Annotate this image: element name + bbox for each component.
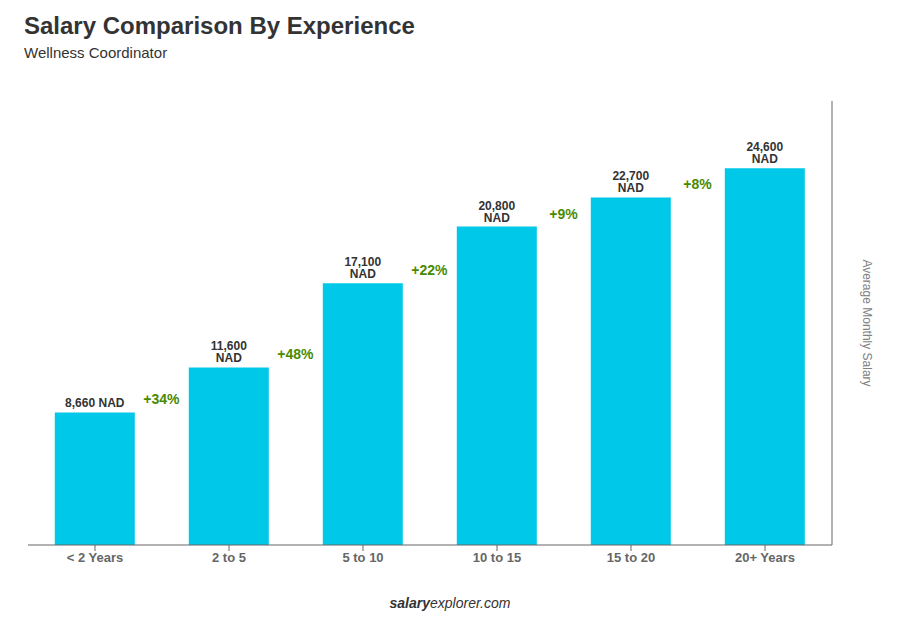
svg-text:+48%: +48% (277, 346, 314, 362)
svg-text:15 to 20: 15 to 20 (607, 550, 655, 565)
svg-text:22,700NAD: 22,700NAD (612, 169, 649, 195)
svg-text:2 to 5: 2 to 5 (212, 550, 246, 565)
svg-text:24,600NAD: 24,600NAD (746, 140, 783, 166)
html-text:Salary Comparison By Experienc: Salary Comparison By Experience (24, 12, 415, 39)
svg-text:+8%: +8% (683, 176, 712, 192)
svg-text:17,100NAD: 17,100NAD (344, 255, 381, 281)
svg-text:+9%: +9% (549, 206, 578, 222)
svg-text:20+ Years: 20+ Years (735, 550, 795, 565)
svg-text:11,600NAD: 11,600NAD (211, 339, 247, 365)
svg-text:5 to 10: 5 to 10 (342, 550, 383, 565)
svg-text:Average Monthly Salary: Average Monthly Salary (860, 259, 874, 386)
html-text:Wellness Coordinator: Wellness Coordinator (24, 44, 168, 61)
svg-text:20,800NAD: 20,800NAD (478, 199, 515, 225)
svg-text:+34%: +34% (143, 391, 180, 407)
svg-text:10 to 15: 10 to 15 (473, 550, 521, 565)
svg-text:8,660 NAD: 8,660 NAD (65, 396, 125, 410)
html-text:salary explorer.com: salary explorer.com (389, 595, 511, 611)
svg-text:+22%: +22% (411, 262, 448, 278)
svg-text:< 2 Years: < 2 Years (67, 550, 124, 565)
